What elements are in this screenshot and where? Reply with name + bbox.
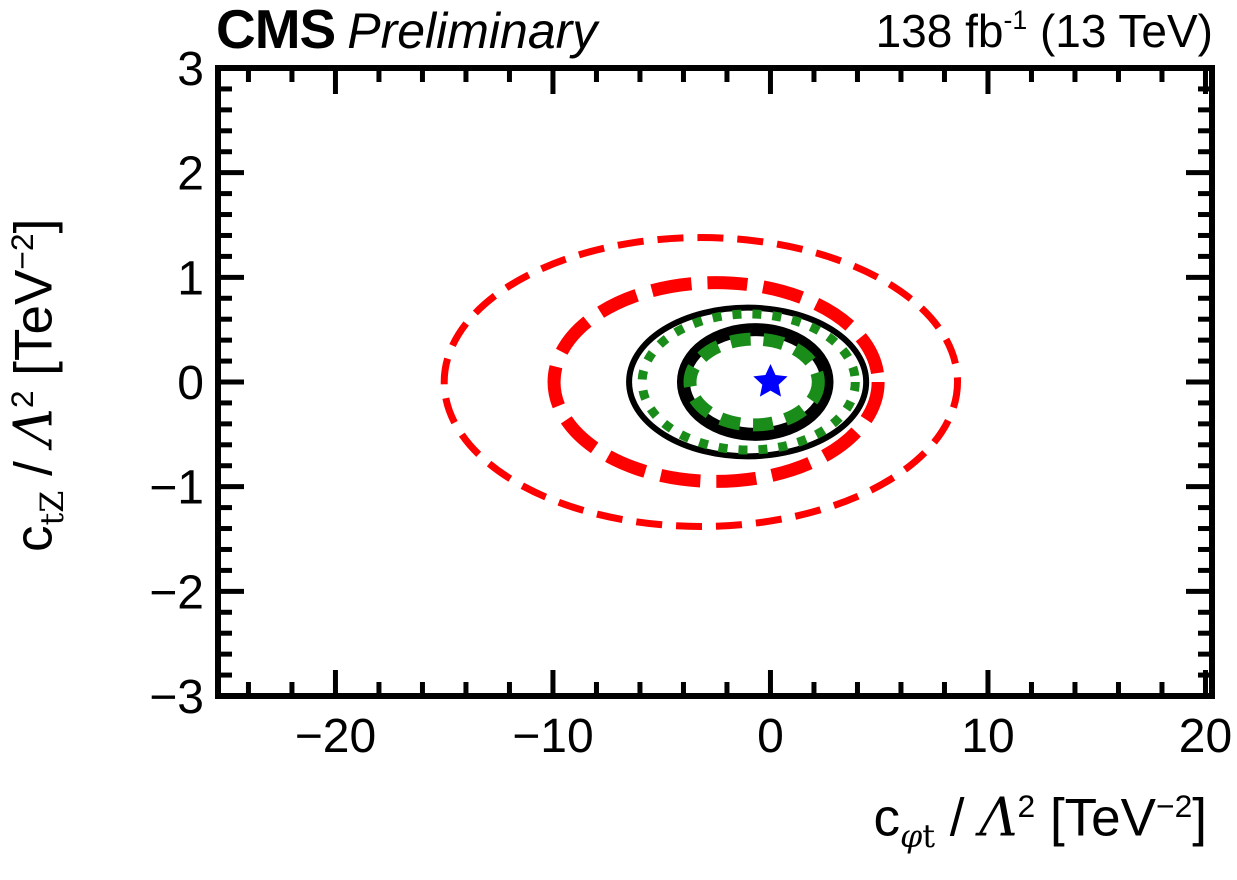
x-tick-label: −10 <box>512 710 593 763</box>
contour-red-dashed-inner <box>547 276 885 488</box>
lumi-exponent: -1 <box>1003 4 1028 35</box>
x-title-unit: [TeV <box>1035 788 1156 848</box>
x-title-lambda: Λ <box>979 787 1018 849</box>
contour-green-dashed-inner <box>683 332 825 432</box>
y-axis-title: ctZ / Λ2 [TeV−2] <box>4 219 72 552</box>
y-title-lambda: Λ <box>3 408 65 447</box>
y-title-lambda-exp: 2 <box>4 390 40 409</box>
x-title-lambda-exp: 2 <box>1017 788 1036 824</box>
x-title-sub-phi: φ <box>900 818 923 856</box>
experiment-header: CMS Preliminary <box>216 2 597 57</box>
contour-black-solid-outer <box>626 304 870 460</box>
x-tick-label: 20 <box>1179 710 1232 763</box>
y-title-slash: / <box>4 446 64 491</box>
x-tick-label: 0 <box>757 710 784 763</box>
energy-value: (13 TeV) <box>1027 5 1213 57</box>
best-fit-star-marker <box>753 364 788 397</box>
x-axis-title: cφt / Λ2 [TeV−2] <box>874 788 1207 856</box>
x-title-unit-exp: −2 <box>1156 788 1193 824</box>
y-tick-label: 2 <box>177 148 204 201</box>
y-title-unit-close: ] <box>4 218 64 234</box>
y-tick-label: 1 <box>177 252 204 305</box>
lumi-value: 138 fb <box>875 5 1004 57</box>
x-title-sub-text: t <box>922 818 936 856</box>
y-tick-label: 0 <box>177 357 204 410</box>
contour-red-dashed-outer <box>440 234 962 530</box>
y-title-sub-text: tZ <box>34 490 72 526</box>
preliminary-label: Preliminary <box>347 3 598 59</box>
y-title-unit: [TeV <box>4 269 64 391</box>
luminosity-label: 138 fb-1 (13 TeV) <box>875 4 1213 57</box>
x-title-coefficient: c <box>873 788 901 848</box>
x-tick-label: 10 <box>961 710 1014 763</box>
y-tick-label: −3 <box>149 671 204 724</box>
y-tick-label: −2 <box>149 566 204 619</box>
y-title-coefficient: c <box>4 525 64 553</box>
x-title-unit-close: ] <box>1192 788 1207 848</box>
y-title-unit-exp: −2 <box>4 233 40 270</box>
y-tick-label: 3 <box>177 43 204 96</box>
plot-frame <box>215 65 1215 699</box>
contour-green-dotted <box>637 309 860 455</box>
x-tick-label: −20 <box>295 710 376 763</box>
contour-black-solid-inner <box>676 323 834 441</box>
cms-logo-text: CMS <box>216 0 336 60</box>
y-tick-label: −1 <box>149 462 204 515</box>
x-title-slash: / <box>935 788 980 848</box>
